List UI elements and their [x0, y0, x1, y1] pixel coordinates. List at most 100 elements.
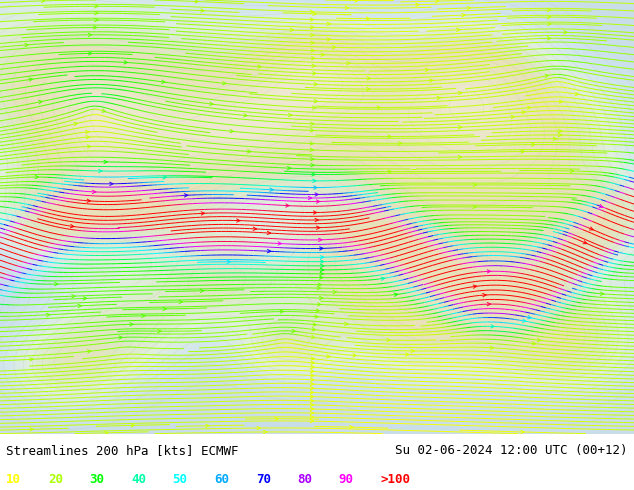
- FancyArrowPatch shape: [314, 315, 318, 318]
- FancyArrowPatch shape: [195, 0, 198, 3]
- FancyArrowPatch shape: [104, 160, 107, 164]
- FancyArrowPatch shape: [491, 325, 495, 328]
- FancyArrowPatch shape: [236, 219, 240, 222]
- FancyArrowPatch shape: [247, 150, 251, 153]
- Text: 20: 20: [48, 473, 63, 487]
- FancyArrowPatch shape: [311, 391, 314, 394]
- FancyArrowPatch shape: [311, 41, 314, 45]
- FancyArrowPatch shape: [270, 188, 273, 192]
- FancyArrowPatch shape: [311, 56, 315, 60]
- FancyArrowPatch shape: [275, 417, 278, 420]
- FancyArrowPatch shape: [311, 387, 314, 390]
- FancyArrowPatch shape: [311, 164, 314, 167]
- FancyArrowPatch shape: [377, 106, 380, 109]
- FancyArrowPatch shape: [41, 0, 44, 2]
- FancyArrowPatch shape: [458, 125, 462, 129]
- Text: 70: 70: [256, 473, 271, 487]
- FancyArrowPatch shape: [86, 130, 89, 134]
- FancyArrowPatch shape: [253, 227, 257, 230]
- FancyArrowPatch shape: [490, 346, 494, 349]
- FancyArrowPatch shape: [290, 28, 294, 32]
- FancyArrowPatch shape: [387, 339, 390, 342]
- FancyArrowPatch shape: [311, 361, 314, 365]
- FancyArrowPatch shape: [310, 395, 314, 398]
- FancyArrowPatch shape: [311, 49, 314, 52]
- FancyArrowPatch shape: [88, 33, 92, 36]
- FancyArrowPatch shape: [312, 328, 316, 331]
- FancyArrowPatch shape: [268, 249, 271, 253]
- FancyArrowPatch shape: [311, 25, 314, 29]
- FancyArrowPatch shape: [310, 411, 314, 415]
- FancyArrowPatch shape: [280, 310, 283, 313]
- FancyArrowPatch shape: [83, 297, 87, 300]
- Text: 80: 80: [297, 473, 313, 487]
- FancyArrowPatch shape: [320, 276, 323, 279]
- FancyArrowPatch shape: [30, 428, 33, 431]
- FancyArrowPatch shape: [311, 369, 314, 373]
- FancyArrowPatch shape: [315, 193, 318, 196]
- FancyArrowPatch shape: [366, 87, 370, 91]
- FancyArrowPatch shape: [87, 145, 91, 148]
- FancyArrowPatch shape: [292, 329, 295, 333]
- FancyArrowPatch shape: [599, 204, 603, 207]
- FancyArrowPatch shape: [110, 182, 113, 186]
- FancyArrowPatch shape: [200, 9, 204, 12]
- Text: Streamlines 200 hPa [kts] ECMWF: Streamlines 200 hPa [kts] ECMWF: [6, 444, 239, 457]
- FancyArrowPatch shape: [430, 79, 433, 82]
- FancyArrowPatch shape: [310, 403, 314, 407]
- FancyArrowPatch shape: [230, 129, 233, 133]
- FancyArrowPatch shape: [89, 52, 92, 55]
- FancyArrowPatch shape: [522, 319, 526, 322]
- FancyArrowPatch shape: [394, 293, 398, 296]
- Text: >100: >100: [380, 473, 410, 487]
- FancyArrowPatch shape: [119, 336, 122, 339]
- FancyArrowPatch shape: [310, 407, 314, 411]
- FancyArrowPatch shape: [473, 183, 477, 187]
- FancyArrowPatch shape: [315, 219, 318, 221]
- FancyArrowPatch shape: [381, 277, 385, 280]
- FancyArrowPatch shape: [310, 142, 314, 145]
- FancyArrowPatch shape: [320, 296, 323, 300]
- FancyArrowPatch shape: [313, 179, 316, 182]
- FancyArrowPatch shape: [321, 53, 325, 56]
- FancyArrowPatch shape: [327, 38, 330, 41]
- FancyArrowPatch shape: [311, 357, 314, 360]
- FancyArrowPatch shape: [243, 114, 247, 117]
- FancyArrowPatch shape: [310, 419, 314, 423]
- FancyArrowPatch shape: [467, 6, 470, 10]
- FancyArrowPatch shape: [25, 43, 29, 47]
- FancyArrowPatch shape: [267, 231, 271, 235]
- FancyArrowPatch shape: [313, 323, 316, 326]
- FancyArrowPatch shape: [313, 72, 316, 75]
- FancyArrowPatch shape: [462, 13, 465, 17]
- FancyArrowPatch shape: [308, 196, 312, 200]
- FancyArrowPatch shape: [367, 76, 370, 80]
- FancyArrowPatch shape: [320, 247, 323, 250]
- FancyArrowPatch shape: [545, 74, 548, 77]
- FancyArrowPatch shape: [547, 8, 551, 12]
- FancyArrowPatch shape: [99, 170, 102, 172]
- FancyArrowPatch shape: [347, 62, 350, 65]
- FancyArrowPatch shape: [94, 19, 98, 22]
- FancyArrowPatch shape: [102, 109, 105, 112]
- FancyArrowPatch shape: [398, 142, 402, 145]
- FancyArrowPatch shape: [311, 365, 314, 368]
- FancyArrowPatch shape: [87, 350, 91, 353]
- FancyArrowPatch shape: [105, 431, 108, 435]
- FancyArrowPatch shape: [311, 33, 314, 37]
- FancyArrowPatch shape: [314, 83, 318, 86]
- FancyArrowPatch shape: [570, 170, 574, 172]
- FancyArrowPatch shape: [39, 100, 42, 104]
- FancyArrowPatch shape: [346, 6, 349, 9]
- FancyArrowPatch shape: [547, 16, 551, 19]
- FancyArrowPatch shape: [200, 289, 204, 293]
- FancyArrowPatch shape: [86, 135, 89, 139]
- FancyArrowPatch shape: [87, 199, 91, 202]
- Text: 10: 10: [6, 473, 22, 487]
- Text: 40: 40: [131, 473, 146, 487]
- FancyArrowPatch shape: [205, 424, 209, 427]
- FancyArrowPatch shape: [310, 148, 314, 151]
- FancyArrowPatch shape: [286, 204, 289, 207]
- FancyArrowPatch shape: [458, 91, 462, 95]
- FancyArrowPatch shape: [311, 378, 314, 381]
